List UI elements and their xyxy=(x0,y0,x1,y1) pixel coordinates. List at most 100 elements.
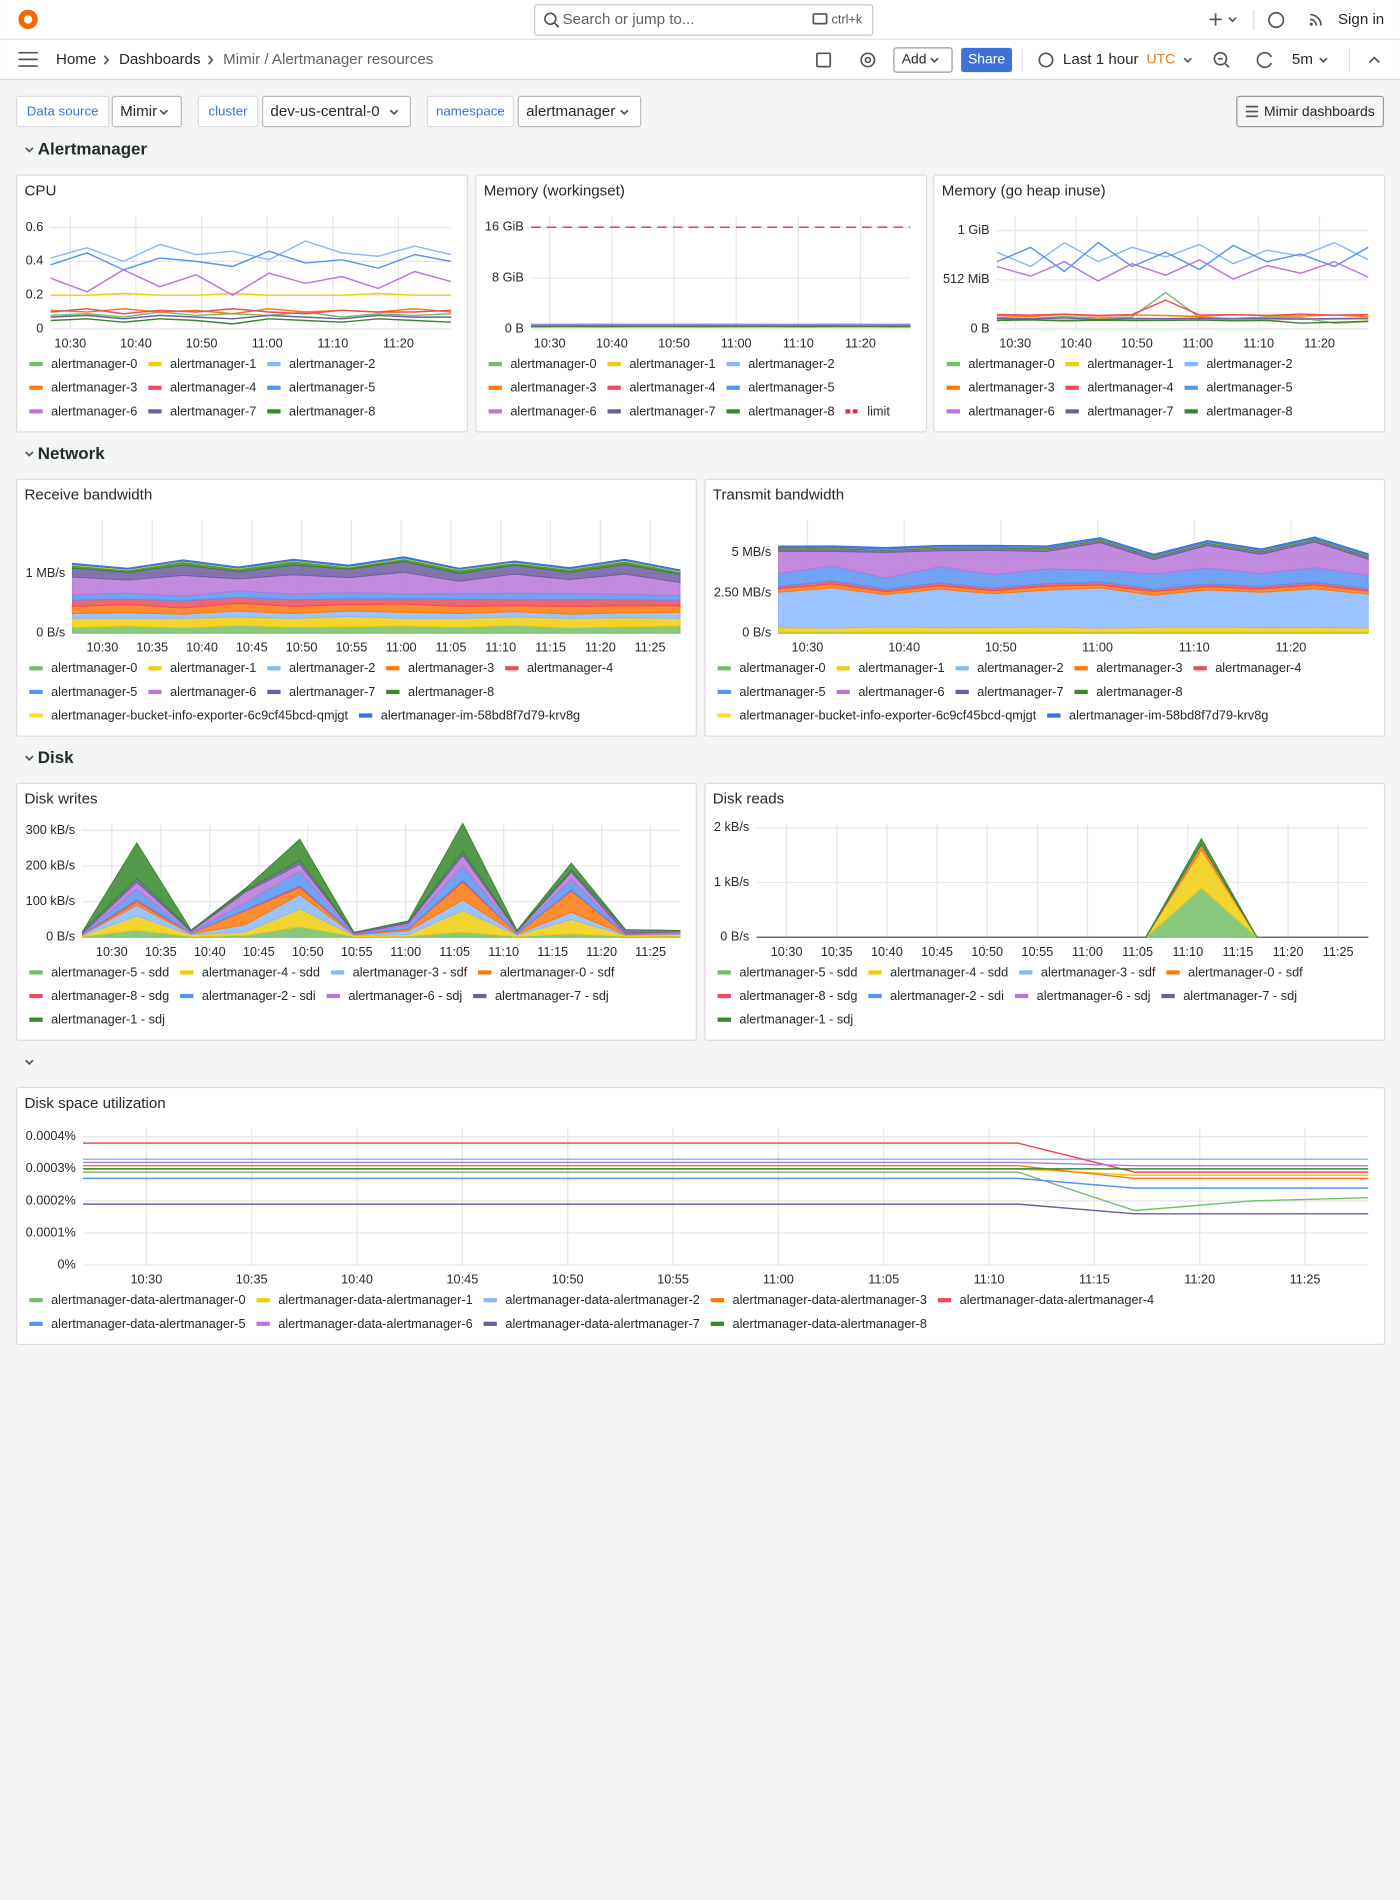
legend-label: alertmanager-data-alertmanager-3 xyxy=(733,1292,927,1307)
legend-label: alertmanager-bucket-info-exporter-6c9cf4… xyxy=(51,707,348,722)
y-tick-label: 8 GiB xyxy=(492,269,524,284)
legend-label: alertmanager-8 - sdg xyxy=(739,988,857,1003)
variable-select[interactable] xyxy=(111,95,182,128)
legend-label: alertmanager-7 - sdj xyxy=(495,988,609,1003)
panel-frame xyxy=(475,174,928,433)
panel-title: Disk space utilization xyxy=(24,1095,165,1112)
legend-label: alertmanager-8 xyxy=(748,403,834,418)
menu-icon[interactable] xyxy=(18,51,38,67)
legend-label: alertmanager-4 xyxy=(527,660,613,675)
x-tick-label: 11:00 xyxy=(386,640,417,655)
y-tick-label: 0 B/s xyxy=(742,624,771,639)
x-tick-label: 11:20 xyxy=(845,335,876,350)
search-box[interactable] xyxy=(533,4,874,36)
legend-label: alertmanager-2 xyxy=(1206,356,1292,371)
series-line xyxy=(50,314,451,320)
y-tick-label: 100 kB/s xyxy=(26,893,76,908)
legend-label: alertmanager-data-alertmanager-5 xyxy=(51,1316,245,1331)
legend-label: alertmanager-4 xyxy=(170,380,256,395)
row-title[interactable]: Disk xyxy=(38,748,74,767)
legend-label: alertmanager-im-58bd8f7d79-krv8g xyxy=(381,707,580,722)
row-title[interactable]: Network xyxy=(38,444,105,463)
y-tick-label: 0.0001% xyxy=(26,1224,76,1239)
legend-label: alertmanager-7 xyxy=(289,684,375,699)
share-button[interactable] xyxy=(961,47,1013,73)
x-tick-label: 11:10 xyxy=(488,944,519,959)
series-line xyxy=(996,319,1369,324)
sign-in[interactable]: Sign in xyxy=(1338,11,1384,28)
panel: Memory (workingset) 0 B 8 GiB 16 GiB alertma… xyxy=(475,174,928,433)
settings-icon[interactable] xyxy=(860,52,876,68)
legend-label: alertmanager-0 xyxy=(510,356,596,371)
legend-label: alertmanager-6 xyxy=(51,403,137,418)
y-tick-label: 0 xyxy=(36,320,43,335)
dashboard-link[interactable] xyxy=(1236,95,1385,128)
news-icon[interactable] xyxy=(1309,13,1322,26)
x-tick-label: 10:30 xyxy=(792,640,824,655)
panel: Disk reads 0 B/s 1 kB/s 2 kB/s alertmanager-… xyxy=(704,782,1386,1041)
breadcrumb[interactable]: Dashboards xyxy=(119,51,201,68)
x-tick-label: 11:20 xyxy=(1184,1272,1215,1287)
legend-label: alertmanager-7 xyxy=(170,403,256,418)
legend-label: alertmanager-1 xyxy=(858,660,944,675)
legend-label: alertmanager-1 xyxy=(1087,356,1173,371)
help-icon[interactable] xyxy=(1268,11,1285,29)
row-chevron[interactable] xyxy=(25,1059,34,1066)
legend-label: alertmanager-1 xyxy=(170,660,256,675)
legend-label: alertmanager-2 xyxy=(289,356,375,371)
chevron xyxy=(620,109,629,116)
row-chevron[interactable] xyxy=(25,451,34,457)
series-line xyxy=(996,241,1369,268)
y-tick-label: 0 B/s xyxy=(36,624,65,639)
series-line xyxy=(996,258,1369,282)
legend-label: alertmanager-2 - sdi xyxy=(890,988,1004,1003)
collapse-icon[interactable] xyxy=(1368,56,1380,64)
legend-label: alertmanager-1 xyxy=(170,356,256,371)
save-icon[interactable] xyxy=(816,52,832,68)
x-tick-label: 10:50 xyxy=(971,944,1003,959)
variable-select[interactable] xyxy=(517,95,642,128)
x-tick-label: 10:40 xyxy=(120,335,152,350)
x-tick-label: 11:10 xyxy=(317,335,348,350)
x-tick-label: 11:20 xyxy=(1273,944,1304,959)
legend-label: alertmanager-0 - sdf xyxy=(500,964,615,979)
legend-label: alertmanager-6 xyxy=(858,684,944,699)
add-button[interactable] xyxy=(893,47,953,73)
x-tick-label: 10:45 xyxy=(236,640,268,655)
variable-select[interactable] xyxy=(261,95,412,128)
zoom-out-icon[interactable] xyxy=(1213,51,1228,66)
refresh-interval[interactable]: 5m xyxy=(1292,51,1313,68)
series-line xyxy=(50,292,451,296)
x-tick-label: 10:50 xyxy=(552,1272,584,1287)
x-tick-label: 11:25 xyxy=(635,640,666,655)
legend-label: alertmanager-6 xyxy=(968,403,1054,418)
time-range[interactable]: Last 1 hour xyxy=(1063,51,1139,68)
legend-label: alertmanager-0 xyxy=(968,356,1054,371)
x-tick-label: 10:30 xyxy=(130,1272,162,1287)
x-tick-label: 11:00 xyxy=(721,335,752,350)
new-icon[interactable] xyxy=(1209,13,1222,26)
legend-label: alertmanager-bucket-info-exporter-6c9cf4… xyxy=(739,707,1036,722)
refresh-icon[interactable] xyxy=(1256,51,1273,69)
menu-icon xyxy=(1245,105,1259,118)
legend-label: alertmanager-data-alertmanager-6 xyxy=(278,1316,472,1331)
variable-value: dev-us-central-0 xyxy=(270,103,379,120)
row-chevron[interactable] xyxy=(25,755,34,761)
breadcrumb[interactable]: Home xyxy=(56,51,96,68)
legend-label: alertmanager-0 xyxy=(739,660,825,675)
variable-label-box xyxy=(15,95,110,128)
x-tick-label: 11:00 xyxy=(1072,944,1103,959)
add-button-label: Add xyxy=(902,51,927,67)
y-tick-label: 1 MB/s xyxy=(26,565,66,580)
legend-label: alertmanager-data-alertmanager-7 xyxy=(505,1316,699,1331)
y-tick-label: 0 B xyxy=(971,320,990,335)
panel-title: Memory (go heap inuse) xyxy=(942,182,1106,199)
legend-label: alertmanager-6 - sdj xyxy=(1037,988,1151,1003)
variable-label: Data source xyxy=(27,104,99,119)
x-tick-label: 10:40 xyxy=(871,944,903,959)
legend-label: alertmanager-5 - sdd xyxy=(51,964,169,979)
row-chevron[interactable] xyxy=(25,147,34,153)
legend-label: alertmanager-5 xyxy=(51,684,137,699)
row-title[interactable]: Alertmanager xyxy=(38,140,148,159)
x-tick-label: 11:10 xyxy=(783,335,814,350)
